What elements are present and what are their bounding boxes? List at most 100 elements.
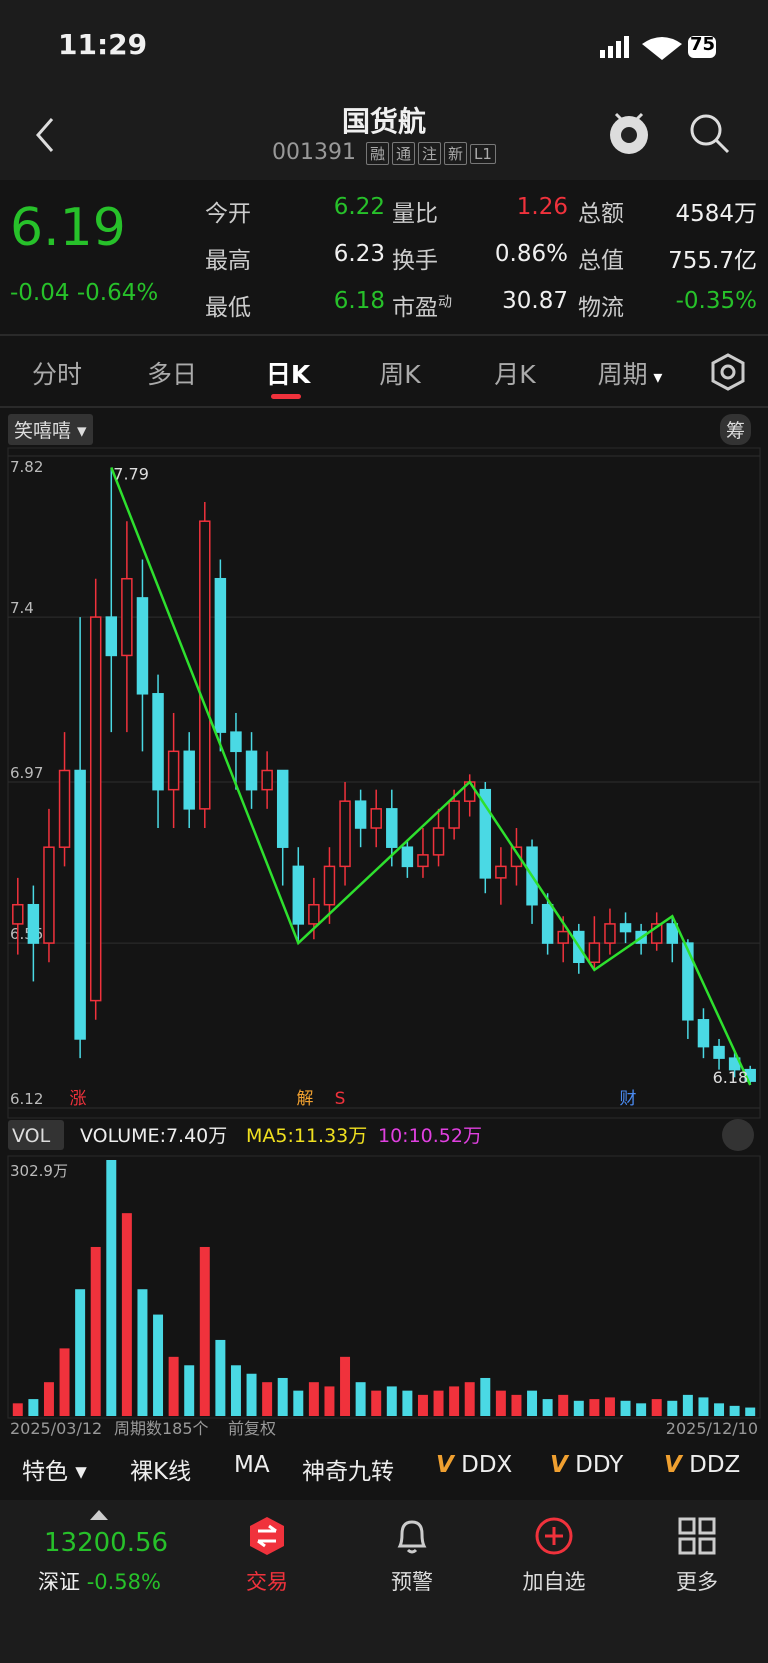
stat-label: 总值 [578, 248, 624, 274]
period-tab[interactable]: 分时 [31, 360, 82, 389]
volume-bar [199, 1246, 210, 1416]
volume-bar [293, 1390, 304, 1416]
label: DDX [461, 1452, 513, 1478]
candle-body [386, 808, 398, 848]
candle-body [276, 769, 289, 848]
stat-label: 总额 [578, 201, 624, 227]
volume-bar [230, 1365, 241, 1416]
change-pct: -0.64% [76, 280, 159, 306]
candle-body [557, 930, 569, 944]
indicator-bar: 特色 ▾ 裸K线 MA 神奇九转 V DDX V DDY V DDZ [0, 1444, 768, 1492]
expand-arrow[interactable] [90, 1508, 108, 1520]
candle-body [12, 903, 24, 925]
period-tab[interactable]: 周K [379, 360, 421, 389]
stat-label: 物流 [578, 295, 624, 321]
period-tab[interactable]: 周期 ▾ [597, 360, 663, 389]
indicator-select[interactable]: 笑嘻嘻 ▾ [8, 414, 93, 445]
candle-body [245, 750, 258, 791]
stat-value: 30.87 [502, 288, 568, 314]
marker: 财 [620, 1089, 637, 1109]
volume-bar [386, 1386, 397, 1416]
index-value[interactable]: 13200.56 [44, 1528, 169, 1558]
stat-value: 6.22 [333, 194, 385, 220]
back-button[interactable] [30, 115, 60, 155]
candle-body [27, 903, 40, 944]
candle-body [323, 865, 336, 906]
stat-value: 4584万 [675, 201, 757, 227]
status-bar [0, 0, 768, 92]
indicator-tab[interactable]: V DDX [436, 1452, 513, 1478]
volume-bar [745, 1407, 756, 1416]
clock: 11:29 [58, 28, 148, 61]
divider [0, 334, 768, 336]
volume-bar [355, 1382, 366, 1416]
label: DDY [575, 1452, 624, 1478]
y-tick-label: 6.97 [10, 764, 43, 782]
volume-bar [667, 1400, 678, 1416]
settings-button[interactable] [708, 352, 748, 392]
stat-value: 0.86% [494, 241, 568, 267]
period-tab[interactable]: 多日 [146, 360, 197, 389]
volume-bar [277, 1377, 288, 1416]
indicator-tab[interactable]: 特色 ▾ [22, 1459, 87, 1485]
active-tab-indicator [271, 394, 301, 399]
indicator-tab[interactable]: 神奇九转 [302, 1459, 394, 1485]
stat-label: 市盈动 [392, 294, 452, 321]
candle-body [495, 865, 507, 879]
candle-body [682, 942, 694, 1021]
volume-bar [308, 1382, 319, 1416]
price-annotation: 7.79 [113, 465, 149, 484]
indicator-tab[interactable]: 裸K线 [130, 1459, 192, 1485]
tag: 通 [392, 142, 416, 165]
volume-bar [371, 1390, 382, 1416]
volume-bar [682, 1394, 693, 1416]
alert-icon[interactable] [392, 1516, 432, 1556]
stock-code-row: 001391 融通注新 L1 [272, 140, 496, 165]
add-icon[interactable] [534, 1516, 574, 1556]
chart-area: 涨 解 S 财 VOL VOLUME:7.40万 MA5:11.33万 10:1… [7, 447, 761, 1438]
vol-name: VOL [12, 1125, 51, 1147]
candle-body [510, 846, 523, 868]
candle-body [136, 597, 149, 695]
nav-item[interactable]: 交易 [246, 1570, 288, 1594]
stat-value: 6.23 [333, 241, 385, 267]
mascot-button[interactable] [604, 108, 654, 158]
period-tab[interactable]: 月K [494, 360, 536, 389]
volume-bar [651, 1399, 662, 1416]
candle-body [74, 769, 86, 1040]
indicator-tab[interactable]: MA [234, 1452, 270, 1478]
volume-bar [511, 1394, 522, 1416]
stat-label: 换手 [392, 248, 438, 274]
battery-level: 75 [690, 34, 716, 55]
volume-bar [417, 1394, 428, 1416]
candle-body [43, 846, 55, 944]
candle-body [261, 769, 273, 791]
adjust-mode: 前复权 [228, 1419, 276, 1438]
candle-body [152, 693, 164, 791]
trade-icon[interactable] [247, 1516, 287, 1556]
candle-body [339, 800, 351, 868]
last-price: 6.19 [10, 198, 126, 258]
search-button[interactable] [688, 112, 732, 156]
volume-bar [714, 1403, 725, 1416]
candle-body [89, 616, 102, 1002]
vol-select[interactable] [8, 1120, 64, 1150]
indicator-tab[interactable]: V DDZ [664, 1452, 741, 1478]
indicator-tab[interactable]: V DDY [550, 1452, 624, 1478]
nav-item[interactable]: 预警 [391, 1570, 433, 1594]
volume-bar [527, 1390, 538, 1416]
nav-item[interactable]: 加自选 [522, 1570, 586, 1594]
ma5-value: MA5:11.33万 [246, 1125, 367, 1147]
y-tick-label: 6.12 [10, 1090, 43, 1108]
nav-item[interactable]: 更多 [676, 1570, 718, 1594]
candle-body [183, 750, 195, 810]
more-icon[interactable] [677, 1516, 717, 1556]
volume-bar [324, 1386, 335, 1416]
label: 特色 [22, 1459, 68, 1485]
tag: L1 [470, 144, 496, 164]
status-icons [600, 36, 716, 60]
volume-bar [246, 1373, 257, 1416]
expand-button[interactable] [722, 1119, 754, 1151]
chip-button[interactable]: 筹 [720, 414, 752, 445]
period-tab[interactable]: 日K [265, 360, 311, 389]
